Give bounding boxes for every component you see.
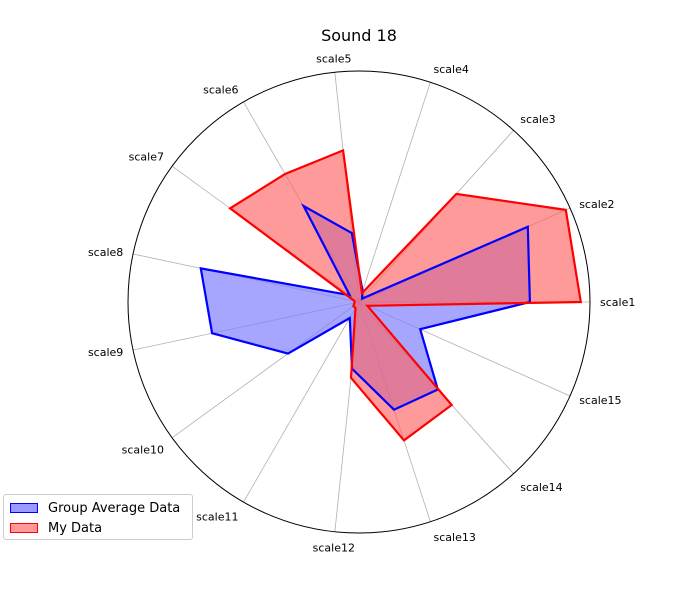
- spoke-scale4: [358, 82, 431, 303]
- series-line-1: [228, 148, 583, 442]
- axis-label-scale5: scale5: [316, 52, 351, 65]
- axis-label-scale8: scale8: [88, 246, 123, 259]
- axis-label-scale13: scale13: [434, 531, 476, 544]
- axis-label-scale12: scale12: [313, 542, 355, 555]
- axis-label-scale10: scale10: [122, 444, 164, 457]
- spoke-scale11: [243, 301, 360, 503]
- axis-label-scale7: scale7: [129, 150, 164, 163]
- series-line-0: [199, 203, 532, 412]
- legend-item-my-data: My Data: [10, 518, 186, 538]
- axis-label-scale1: scale1: [600, 296, 635, 309]
- axis-label-scale4: scale4: [434, 63, 469, 76]
- axis-label-scale3: scale3: [520, 113, 555, 126]
- series-fill-1: [230, 150, 581, 441]
- legend-item-group-average: Group Average Data: [10, 498, 186, 518]
- axis-label-scale2: scale2: [579, 198, 614, 211]
- legend-swatch-group-average: [10, 503, 38, 513]
- axis-label-scale14: scale14: [520, 481, 562, 494]
- axis-labels: scale1 scale2 scale3 scale4 scale5 scale6 scal…: [88, 52, 635, 554]
- axis-label-scale9: scale9: [88, 346, 123, 359]
- axis-label-scale11: scale11: [196, 511, 238, 524]
- radar-series: [199, 148, 583, 442]
- legend-label-group-average: Group Average Data: [48, 500, 181, 516]
- legend-swatch-my-data: [10, 523, 38, 533]
- outer-ring: [127, 70, 591, 534]
- chart-title: Sound 18: [321, 26, 397, 45]
- legend-label-my-data: My Data: [48, 520, 103, 536]
- axis-label-scale15: scale15: [579, 394, 621, 407]
- axis-label-scale6: scale6: [203, 83, 238, 96]
- legend: Group Average Data My Data: [3, 494, 193, 540]
